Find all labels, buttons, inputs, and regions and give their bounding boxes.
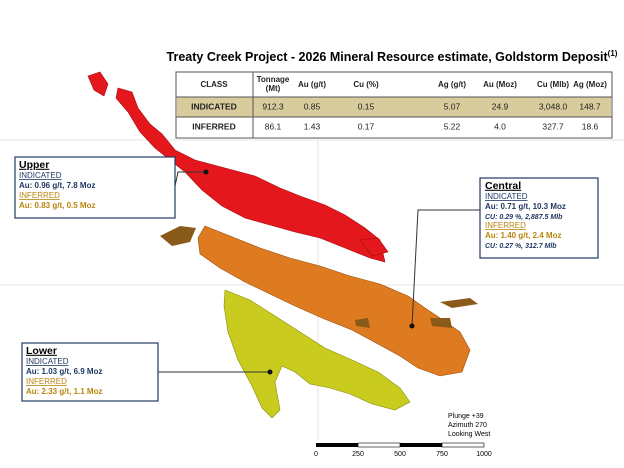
resource-table: CLASS Tonnage (Mt) Au (g/t) Cu (%) Ag (g/t) Au… [175,71,613,139]
scale-label: 250 [352,451,364,458]
header-cell: Tonnage (Mt) [257,75,290,93]
callout-box [479,177,599,259]
value-cell: 24.9 [492,101,509,111]
orientation-text: Azimuth 270 [448,422,487,429]
class-cell: INDICATED [191,101,237,111]
callout-box [14,156,176,219]
orientation-text: Looking West [448,431,490,438]
callout-line: Au: 0.96 g/t, 7.8 Moz [19,181,95,190]
header-line: (Mt) [266,84,281,93]
title-note: (1) [608,49,618,58]
callout-class: INDICATED [485,192,528,201]
callout-name: Central [485,180,521,192]
value-cell: 1.43 [304,121,321,131]
leader-lines [158,171,480,373]
leader-dots [203,169,415,375]
header-cell: Au (Moz) [483,80,517,89]
class-cell: INFERRED [192,121,235,131]
callout-box [21,342,159,402]
value-cell: 0.17 [358,121,375,131]
callout-line: Au: 0.71 g/t, 10.3 Moz [485,202,566,211]
callout-name: Upper [19,159,49,171]
callout-line: CU: 0.27 %, 312.7 Mlb [485,243,557,250]
scale-label: 1000 [476,451,492,458]
callout-class: INDICATED [26,357,69,366]
value-cell: 148.7 [579,101,601,111]
header-cell: Cu (%) [353,80,379,89]
header-cell: Cu (Mlb) [537,80,569,89]
value-cell: 327.7 [542,121,564,131]
orebody-central [197,225,471,377]
callout-line: Au: 1.03 g/t, 6.9 Moz [26,367,102,376]
scale-label: 0 [314,451,318,458]
scale-label: 500 [394,451,406,458]
callout-class: INFERRED [26,377,67,386]
header-cell: Ag (Moz) [573,80,607,89]
scale-label: 750 [436,451,448,458]
callout-line: Au: 1.40 g/t, 2.4 Moz [485,231,561,240]
header-cell: Ag (g/t) [438,80,466,89]
orientation-text: Plunge +39 [448,413,484,420]
callout-line: CU: 0.29 %, 2,887.5 Mlb [485,214,563,221]
header-cell: CLASS [200,80,228,89]
indicated-row-bg [177,97,611,117]
callout-line: Au: 2.33 g/t, 1.1 Moz [26,387,102,396]
title-text: Treaty Creek Project - 2026 Mineral Reso… [167,50,609,64]
value-cell: 5.07 [444,101,461,111]
header-cell: Au (g/t) [298,80,326,89]
callout-class: INDICATED [19,171,62,180]
value-cell: 0.85 [304,101,321,111]
value-cell: 4.0 [494,121,506,131]
scale-bar [316,442,485,448]
header-line: Tonnage [257,75,290,84]
value-cell: 0.15 [358,101,375,111]
value-cell: 3,048.0 [539,101,568,111]
orebody-upper [87,71,389,263]
value-cell: 5.22 [444,121,461,131]
callout-class: INFERRED [19,191,60,200]
value-cell: 18.6 [582,121,599,131]
callout-line: Au: 0.83 g/t, 0.5 Moz [19,201,95,210]
value-cell: 912.3 [262,101,284,111]
title: Treaty Creek Project - 2026 Mineral Reso… [167,49,618,64]
callout-name: Lower [26,345,57,357]
waste-shapes [160,226,478,328]
orebody-lower [223,289,411,419]
value-cell: 86.1 [265,121,282,131]
callout-class: INFERRED [485,221,526,230]
